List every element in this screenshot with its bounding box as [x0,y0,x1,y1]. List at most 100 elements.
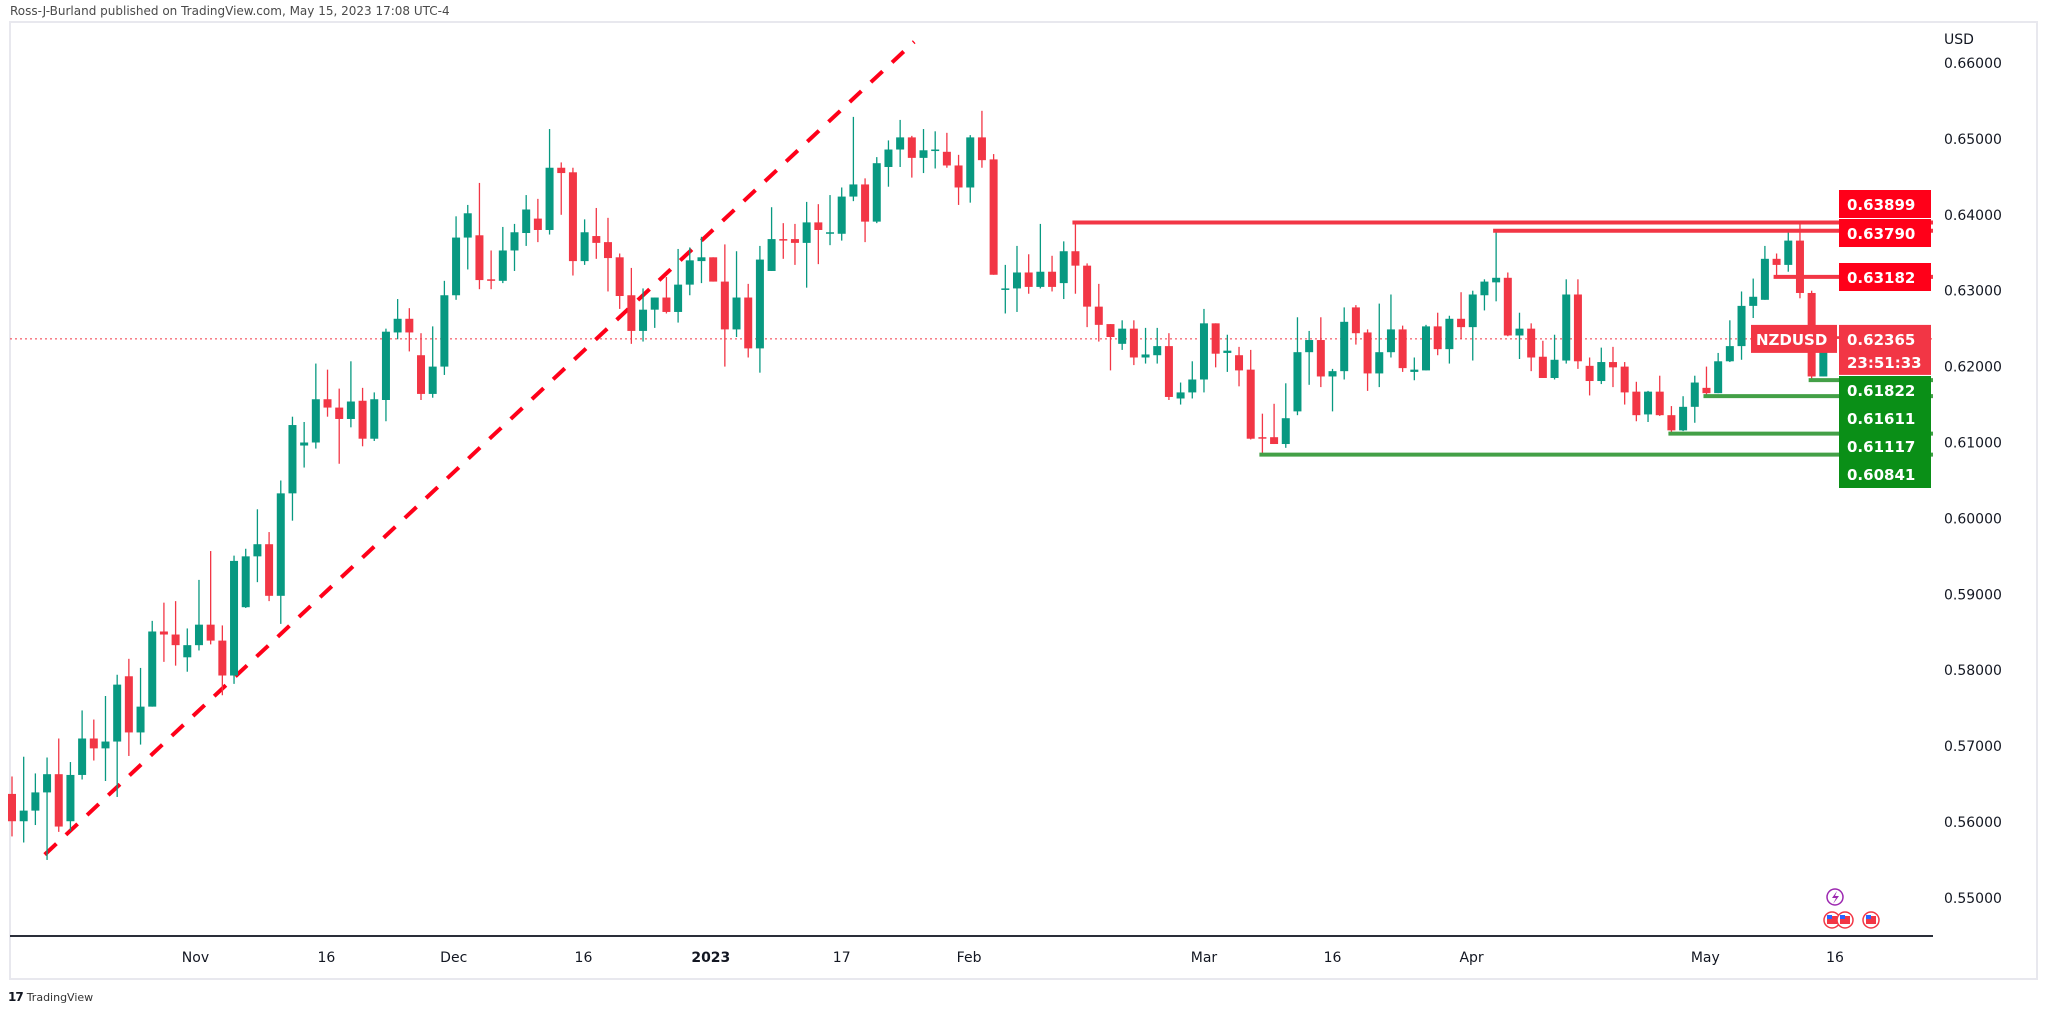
bullish-candle [241,548,250,608]
bearish-candle [720,244,729,367]
time-tick-label: Nov [182,950,209,966]
bearish-candle [814,204,823,265]
support-price-tag [1839,432,1931,460]
bullish-candle [230,555,239,684]
bullish-candle [288,416,297,521]
tradingview-logo-text: TradingView [26,990,94,1004]
candle-body [463,213,472,238]
candle-body [1141,354,1150,358]
candle-body [568,172,577,262]
bullish-candle [101,696,110,782]
bullish-candle [1422,324,1431,371]
candle-body [1667,415,1676,431]
bullish-candle [931,131,940,169]
candle-body [1059,251,1068,284]
bullish-candle [1480,279,1489,311]
bullish-candle [1749,278,1758,319]
candle-body [720,281,729,330]
bullish-candle [381,328,390,422]
candle-body [1293,352,1302,412]
candle-body [31,792,40,811]
candle-body [487,279,496,281]
resistance-price-tag [1839,190,1931,218]
time-tick-label: 2023 [691,950,730,966]
candle-body [1386,329,1395,353]
bearish-candle [1538,340,1547,378]
candle-body [475,235,484,281]
candle-body [1784,240,1793,265]
bullish-candle [311,363,320,449]
candle-body [1001,288,1010,290]
bearish-candle [159,602,168,662]
lightning-glyph [1832,891,1839,904]
flag-stripes [1840,916,1850,924]
candle-body [1281,418,1290,445]
support-price-tag [1839,404,1931,432]
bullish-candle [1036,223,1045,289]
candle-body [639,309,648,331]
bullish-candle [19,756,28,843]
price-tick-label: 0.60000 [1944,511,2002,527]
candle-body [171,634,180,646]
bullish-candle [732,251,741,337]
bullish-candle [966,135,975,203]
candle-body [1235,355,1244,371]
candle-body [358,400,367,439]
chart-frame [9,21,2038,980]
candle-body [1492,277,1501,283]
candle-body [1188,379,1197,393]
bullish-candle [136,667,145,745]
candle-body [1714,361,1723,394]
candle-body [1094,306,1103,325]
bearish-candle [533,198,542,243]
time-tick-label: 17 [833,950,851,966]
bullish-candle [1375,303,1384,388]
bearish-candle [54,738,63,832]
bearish-candle [358,387,367,447]
candle-body [954,165,963,188]
candle-body [697,257,706,262]
bearish-candle [323,369,332,417]
candle-body [1655,391,1664,416]
bearish-candle [1655,375,1664,416]
bearish-candle [977,110,986,168]
candle-body [1515,328,1524,336]
candle-body [265,544,274,596]
bearish-candle [1235,346,1244,387]
candle-body [767,239,776,271]
bullish-candle [113,674,122,797]
candle-body [1795,240,1804,293]
bearish-candle [1503,272,1512,337]
time-tick-label: Feb [957,950,982,966]
bullish-candle [1784,229,1793,272]
candle-body [323,399,332,408]
bullish-candle [580,219,589,265]
level-price-label: 0.63182 [1847,269,1915,287]
bearish-candle [89,719,98,761]
bullish-candle [650,297,659,328]
resistance-price-tag [1839,219,1931,247]
price-tick-label: 0.65000 [1944,132,2002,148]
candle-body [66,774,75,822]
bullish-candle [896,119,905,167]
candle-body [1480,281,1489,296]
candle-body [1328,371,1337,377]
candle-body [580,232,589,262]
bearish-candle [206,551,215,645]
time-tick-label: May [1691,950,1720,966]
bullish-candle [393,299,402,340]
bearish-candle [1246,349,1255,440]
bullish-candle [522,195,531,246]
candle-body [977,137,986,161]
candle-body [545,167,554,230]
bearish-candle [779,223,788,259]
price-tick-label: 0.62000 [1944,360,2002,376]
bullish-candle [1340,307,1349,380]
support-price-tag [1839,376,1931,404]
bearish-candle [1083,263,1092,328]
candle-body [1211,323,1220,354]
candle-body [43,774,52,793]
candle-body [417,355,426,394]
candle-body [1527,328,1536,358]
